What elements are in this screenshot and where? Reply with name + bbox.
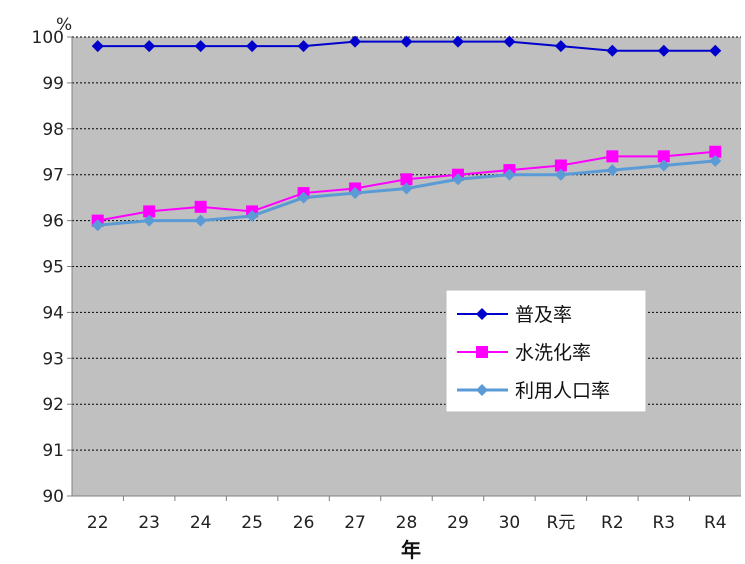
data-point-marker: [606, 150, 619, 163]
data-point-marker: [503, 35, 516, 48]
data-point-marker: [606, 164, 619, 177]
data-point-marker: [297, 191, 310, 204]
data-point-marker: [657, 159, 670, 172]
x-tick-label: 23: [138, 513, 160, 533]
data-point-marker: [400, 182, 413, 195]
data-point-marker: [451, 35, 464, 48]
data-point-marker: [503, 168, 516, 181]
data-point-marker: [91, 40, 104, 53]
x-tick-labels: 22 23 24 25 26 27 28 29 30 R元 R2 R3 R4: [87, 496, 727, 533]
data-point-marker: [709, 154, 722, 167]
legend-label: 水洗化率: [515, 342, 591, 364]
legend-label: 普及率: [515, 304, 572, 326]
data-point-marker: [554, 159, 567, 172]
legend-item: 水洗化率: [457, 342, 591, 364]
data-point-marker: [194, 200, 207, 213]
data-point-marker: [606, 44, 619, 57]
data-point-marker: [349, 35, 362, 48]
y-tick-label: 90: [42, 487, 64, 507]
x-tick-label: 25: [241, 513, 263, 533]
x-tick-label: 30: [499, 513, 521, 533]
x-tick-label: 22: [87, 513, 109, 533]
data-point-marker: [657, 150, 670, 163]
data-point-marker: [91, 219, 104, 232]
x-tick-label: 27: [344, 513, 366, 533]
data-point-marker: [476, 308, 488, 320]
series-3: [91, 154, 722, 232]
data-point-marker: [476, 384, 488, 396]
y-tick-label: 99: [42, 74, 64, 94]
x-tick-label: R4: [704, 513, 727, 533]
y-tick-labels: 90 91 92 93 94 95 96 97 98 99 100: [32, 28, 64, 507]
y-tick-label: 100: [32, 28, 64, 48]
x-tick-label: 29: [447, 513, 469, 533]
data-point-marker: [194, 214, 207, 227]
y-tick-label: 94: [42, 303, 64, 323]
x-tick-label: 28: [396, 513, 418, 533]
y-tick-label: 97: [42, 166, 64, 186]
y-tick-label: 95: [42, 258, 64, 278]
legend-item: 利用人口率: [457, 380, 610, 402]
data-point-marker: [194, 40, 207, 53]
y-tick-label: 92: [42, 395, 64, 415]
data-point-marker: [349, 187, 362, 200]
data-point-marker: [143, 214, 156, 227]
x-tick-label: R2: [601, 513, 624, 533]
data-point-marker: [657, 44, 670, 57]
data-point-marker: [554, 40, 567, 53]
data-point-marker: [400, 173, 413, 186]
data-point-marker: [476, 346, 488, 358]
x-tick-label: R元: [546, 513, 575, 533]
legend-item: 普及率: [457, 304, 572, 326]
data-point-marker: [554, 168, 567, 181]
x-tick-label: 26: [293, 513, 315, 533]
data-point-marker: [143, 40, 156, 53]
data-point-marker: [297, 40, 310, 53]
data-point-marker: [246, 210, 259, 223]
x-axis-title: 年: [401, 538, 421, 562]
data-point-marker: [246, 40, 259, 53]
y-tick-label: 93: [42, 349, 64, 369]
y-tick-label: 91: [42, 441, 64, 461]
data-point-marker: [400, 35, 413, 48]
y-unit-label: %: [56, 15, 72, 35]
y-tick-label: 96: [42, 212, 64, 232]
data-point-marker: [451, 173, 464, 186]
y-tick-label: 98: [42, 120, 64, 140]
data-point-marker: [143, 205, 156, 218]
x-tick-label: R3: [652, 513, 675, 533]
legend-label: 利用人口率: [515, 380, 610, 402]
series-group: [91, 35, 722, 232]
data-point-marker: [709, 44, 722, 57]
x-tick-label: 24: [190, 513, 212, 533]
series-1: [91, 35, 722, 57]
data-point-marker: [709, 145, 722, 158]
